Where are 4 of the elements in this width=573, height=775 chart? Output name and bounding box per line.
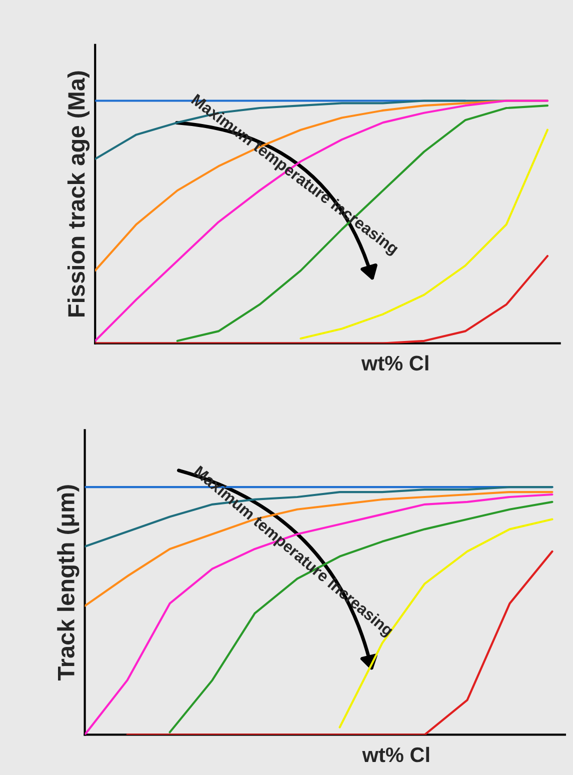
y-axis-title: Fission track age (Ma) <box>67 71 90 317</box>
x-axis-title: wt% Cl <box>362 746 430 762</box>
y-axis-title: Track length (μm) <box>57 485 80 681</box>
x-axis-title: wt% Cl <box>361 355 428 371</box>
